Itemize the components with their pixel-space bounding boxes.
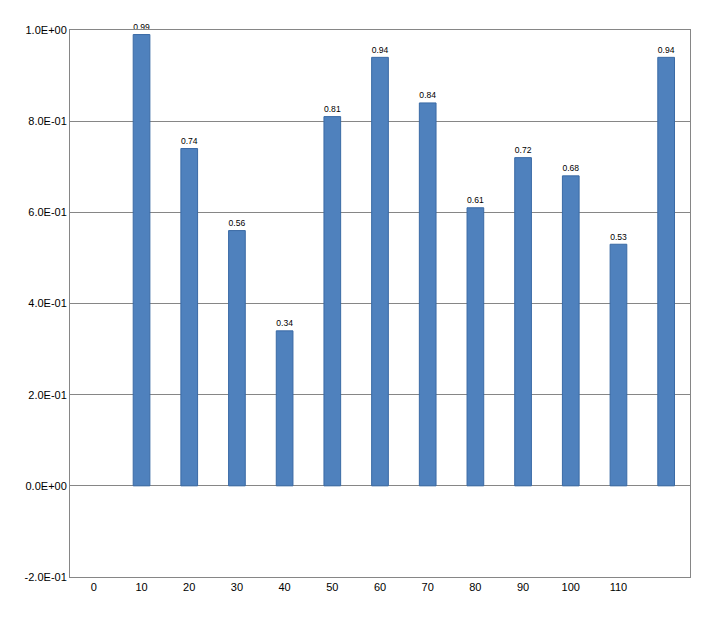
svg-text:100: 100 bbox=[562, 581, 580, 593]
svg-text:0.61: 0.61 bbox=[467, 195, 484, 205]
svg-text:6.0E-01: 6.0E-01 bbox=[28, 206, 67, 218]
svg-text:50: 50 bbox=[326, 581, 338, 593]
svg-text:0.68: 0.68 bbox=[562, 163, 579, 173]
svg-text:60: 60 bbox=[374, 581, 386, 593]
svg-text:90: 90 bbox=[517, 581, 529, 593]
svg-text:0.94: 0.94 bbox=[372, 45, 389, 55]
svg-text:0.84: 0.84 bbox=[419, 90, 436, 100]
svg-text:70: 70 bbox=[422, 581, 434, 593]
svg-text:0.0E+00: 0.0E+00 bbox=[26, 480, 67, 492]
svg-text:80: 80 bbox=[469, 581, 481, 593]
svg-text:0.56: 0.56 bbox=[229, 218, 246, 228]
svg-text:20: 20 bbox=[183, 581, 195, 593]
svg-text:1.0E+00: 1.0E+00 bbox=[26, 24, 67, 36]
svg-text:0.34: 0.34 bbox=[276, 318, 293, 328]
svg-text:4.0E-01: 4.0E-01 bbox=[28, 297, 67, 309]
svg-text:2.0E-01: 2.0E-01 bbox=[28, 389, 67, 401]
svg-text:0.94: 0.94 bbox=[658, 45, 675, 55]
svg-text:10: 10 bbox=[135, 581, 147, 593]
svg-text:0.72: 0.72 bbox=[515, 145, 532, 155]
svg-text:0.99: 0.99 bbox=[133, 22, 150, 32]
svg-text:0.74: 0.74 bbox=[181, 136, 198, 146]
svg-text:0.81: 0.81 bbox=[324, 104, 341, 114]
svg-text:-2.0E-01: -2.0E-01 bbox=[25, 571, 67, 583]
svg-text:0: 0 bbox=[91, 581, 97, 593]
svg-text:40: 40 bbox=[278, 581, 290, 593]
svg-text:8.0E-01: 8.0E-01 bbox=[28, 115, 67, 127]
svg-text:30: 30 bbox=[231, 581, 243, 593]
svg-text:110: 110 bbox=[610, 581, 628, 593]
svg-text:0.53: 0.53 bbox=[610, 232, 627, 242]
